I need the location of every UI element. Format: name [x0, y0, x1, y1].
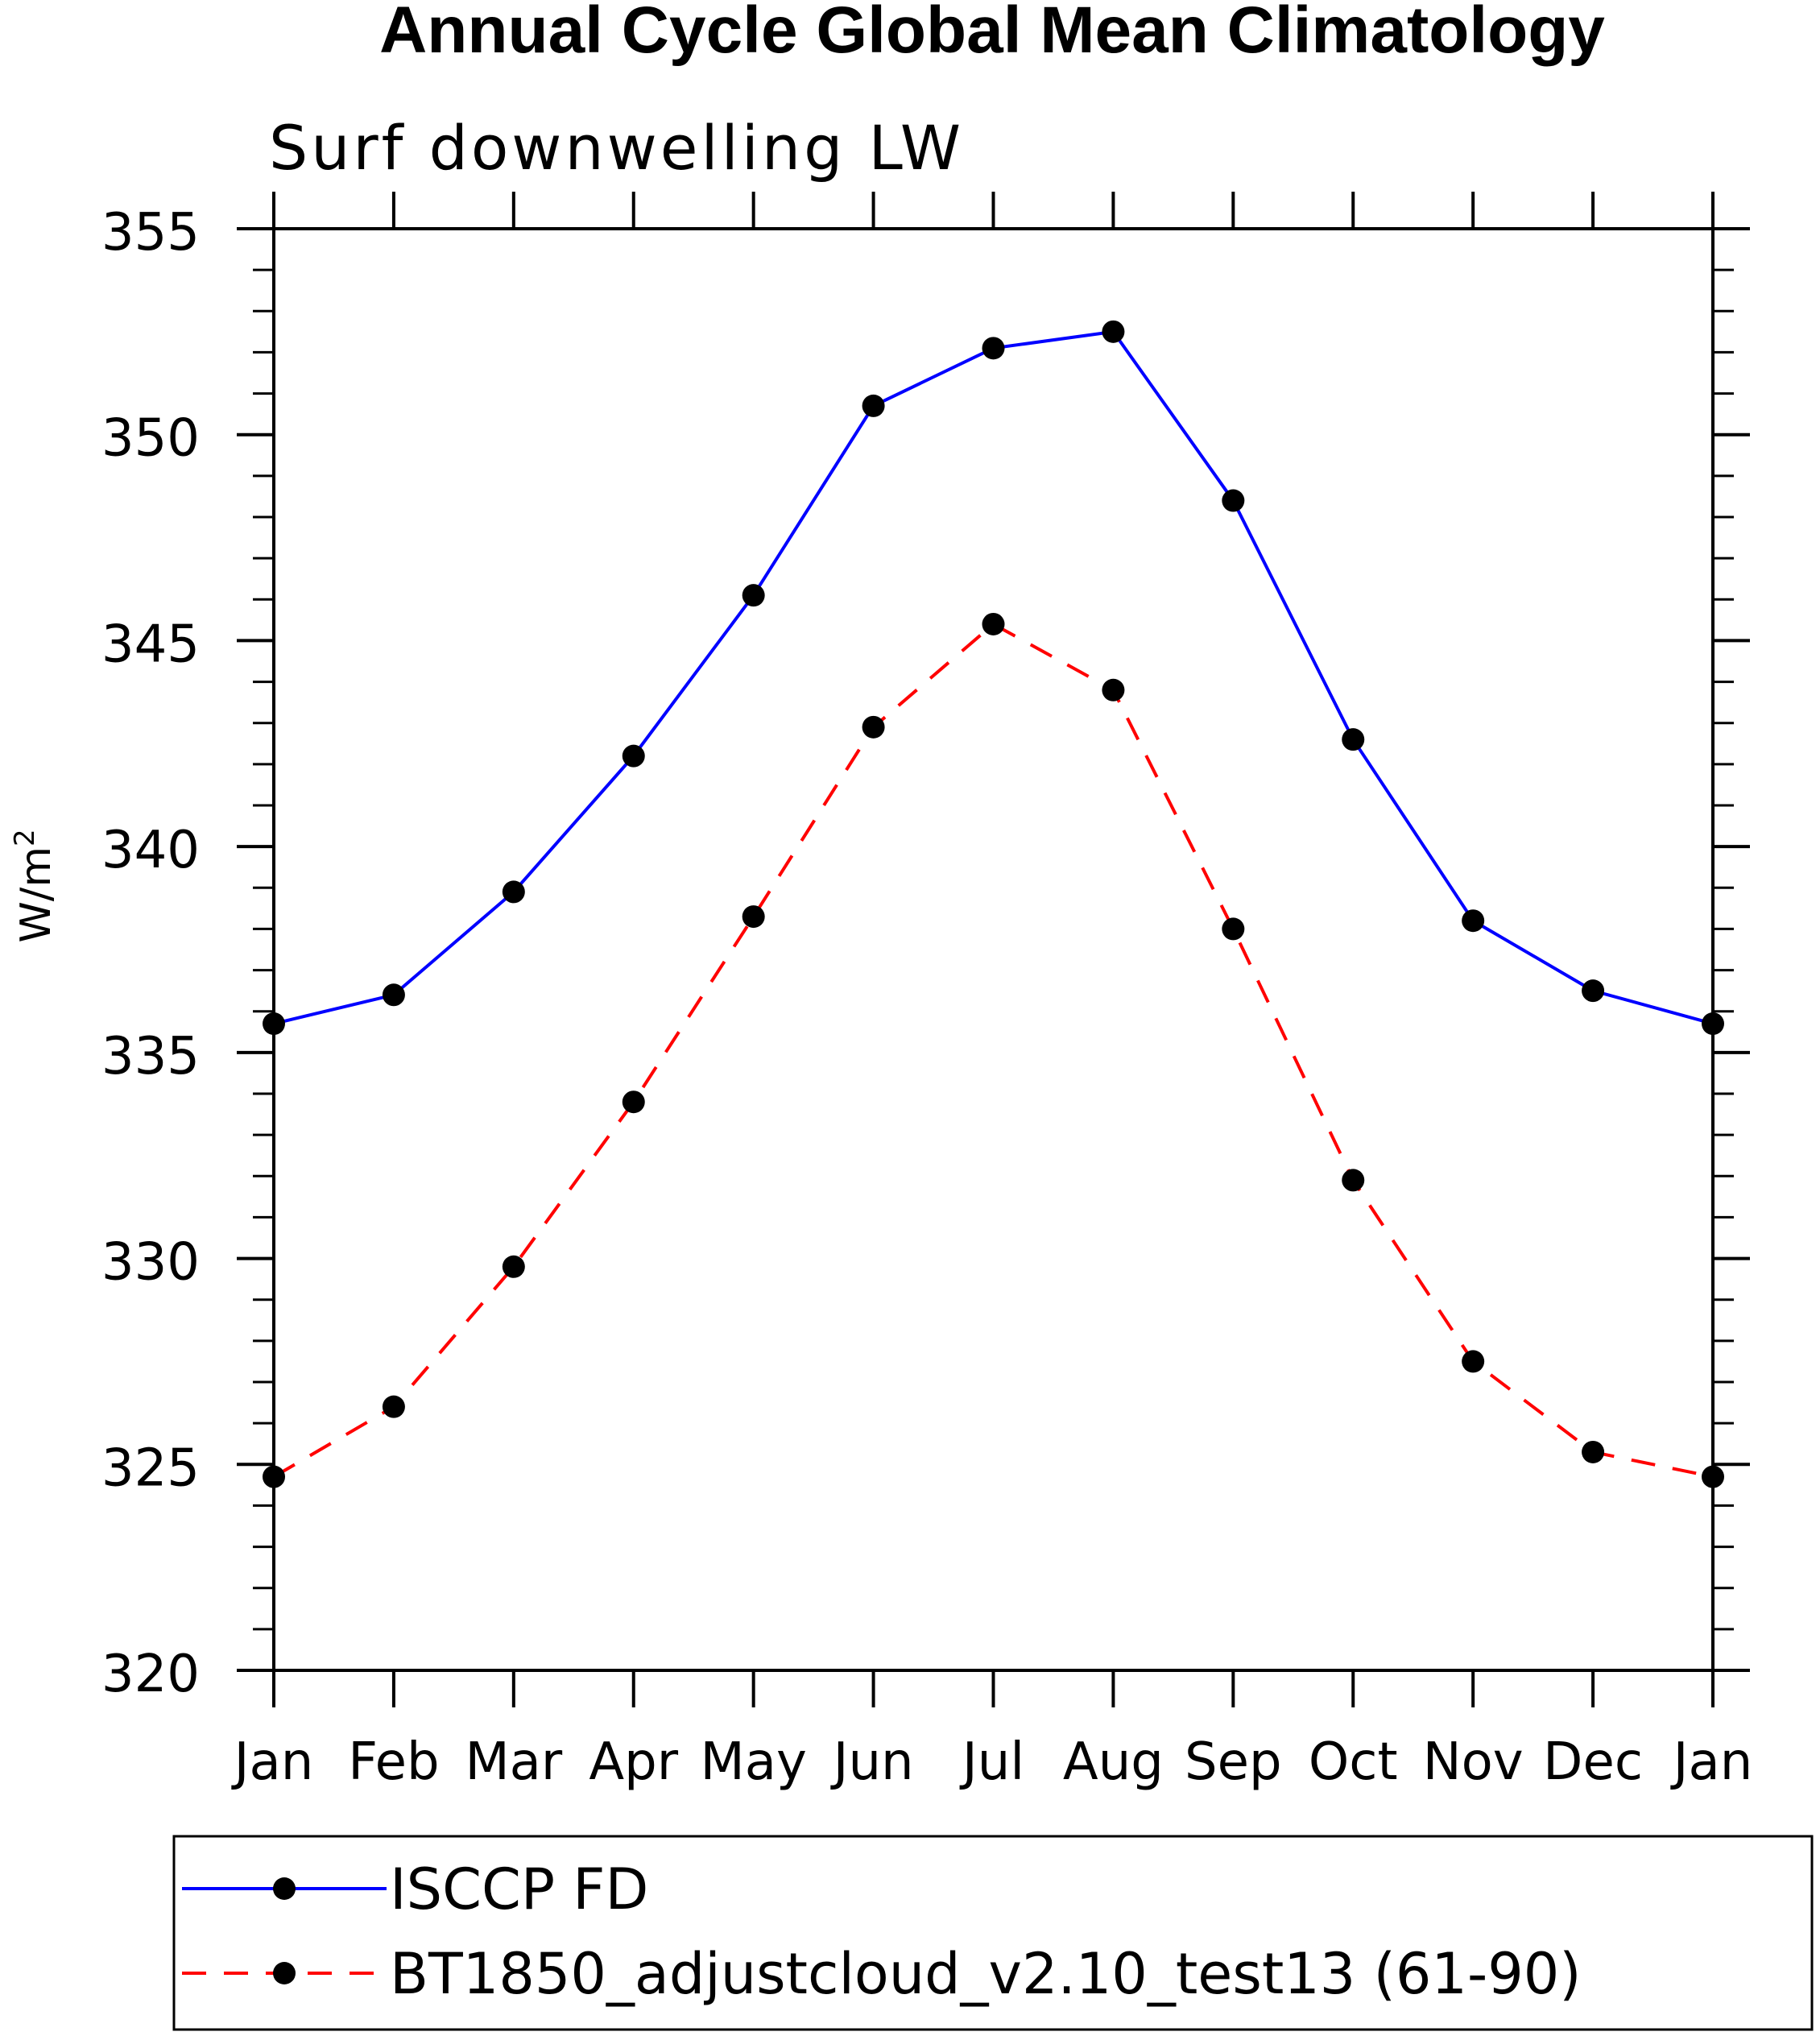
series-0-point [1702, 1012, 1724, 1036]
y-tick-label: 330 [101, 1233, 200, 1293]
y-axis-label-superscript: 2 [9, 829, 41, 846]
series-1-point [382, 1395, 405, 1418]
x-tick-label: Jan [1670, 1732, 1753, 1792]
y-tick-label: 340 [101, 821, 200, 880]
series-line-1 [272, 622, 1714, 1479]
legend-label-isccp: ISCCP FD [390, 1856, 648, 1922]
y-tick-label: 325 [101, 1438, 200, 1498]
series-1-point [1102, 678, 1125, 701]
ticks-layer [237, 192, 1750, 1707]
series-0-point [622, 744, 645, 768]
series-1-point [1462, 1350, 1485, 1373]
x-tick-label: Nov [1423, 1732, 1524, 1792]
x-tick-label: Oct [1309, 1732, 1398, 1792]
x-tick-label: Jan [231, 1732, 314, 1792]
legend-box [172, 1835, 1814, 2031]
y-tick-label: 350 [101, 409, 200, 469]
svg-text:W/m2: W/m2 [9, 829, 60, 942]
x-tick-label: May [701, 1732, 807, 1792]
x-tick-label: Mar [465, 1732, 562, 1792]
legend-label-model: BT1850_adjustcloud_v2.10_test13 (61-90) [390, 1941, 1582, 2007]
x-tick-labels: Jan Feb Mar Apr May Jun Jul Aug Sep Oct Nov Dec Jan [231, 1732, 1753, 1792]
x-tick-label: Sep [1185, 1732, 1282, 1792]
series-0-point [982, 337, 1005, 360]
series-0-point [1462, 909, 1485, 933]
series-layer [272, 329, 1714, 1479]
series-1-point [862, 715, 885, 739]
y-tick-label: 320 [101, 1645, 200, 1704]
series-0-point [1222, 489, 1245, 512]
y-tick-label: 355 [101, 203, 200, 263]
series-1-point [622, 1090, 645, 1114]
chart-subtitle: Surf downwelling LW [269, 112, 964, 184]
chart-title: Annual Cycle Global Mean Climatology [379, 0, 1605, 67]
y-tick-label: 345 [101, 615, 200, 674]
series-1-point [1582, 1440, 1605, 1463]
y-tick-label: 335 [101, 1027, 200, 1086]
series-0-point [382, 983, 405, 1007]
series-0-point [1102, 320, 1125, 343]
series-1-point [1222, 917, 1245, 941]
x-tick-label: Apr [589, 1732, 678, 1792]
series-0-point [1582, 979, 1605, 1003]
series-1-point [1702, 1465, 1724, 1488]
x-tick-label: Dec [1543, 1732, 1643, 1792]
series-0-point [862, 394, 885, 417]
y-tick-labels: 320 325 330 335 340 345 350 355 [101, 203, 200, 1704]
series-1-point [502, 1255, 525, 1278]
x-tick-label: Jun [830, 1732, 914, 1792]
series-0-point [742, 584, 765, 607]
legend-marker-isccp [273, 1877, 296, 1900]
plot-frame [272, 227, 1715, 1672]
series-1-point [263, 1465, 285, 1488]
markers-layer [263, 320, 1724, 1488]
series-0-point [502, 880, 525, 904]
y-axis-label-text: W/m [12, 846, 60, 943]
x-tick-label: Aug [1063, 1732, 1164, 1792]
x-tick-label: Jul [959, 1732, 1024, 1792]
legend: ISCCP FD BT1850_adjustcloud_v2.10_test13… [172, 1835, 1814, 2031]
x-tick-label: Feb [348, 1732, 439, 1792]
legend-marker-model [273, 1962, 296, 1984]
series-1-point [1342, 1169, 1365, 1192]
y-axis-label: W/m2 [9, 829, 60, 942]
series-line-0 [273, 329, 1714, 1026]
series-1-point [982, 612, 1005, 635]
series-1-point [742, 905, 765, 929]
series-0-point [263, 1012, 285, 1036]
series-0-point [1342, 728, 1365, 751]
